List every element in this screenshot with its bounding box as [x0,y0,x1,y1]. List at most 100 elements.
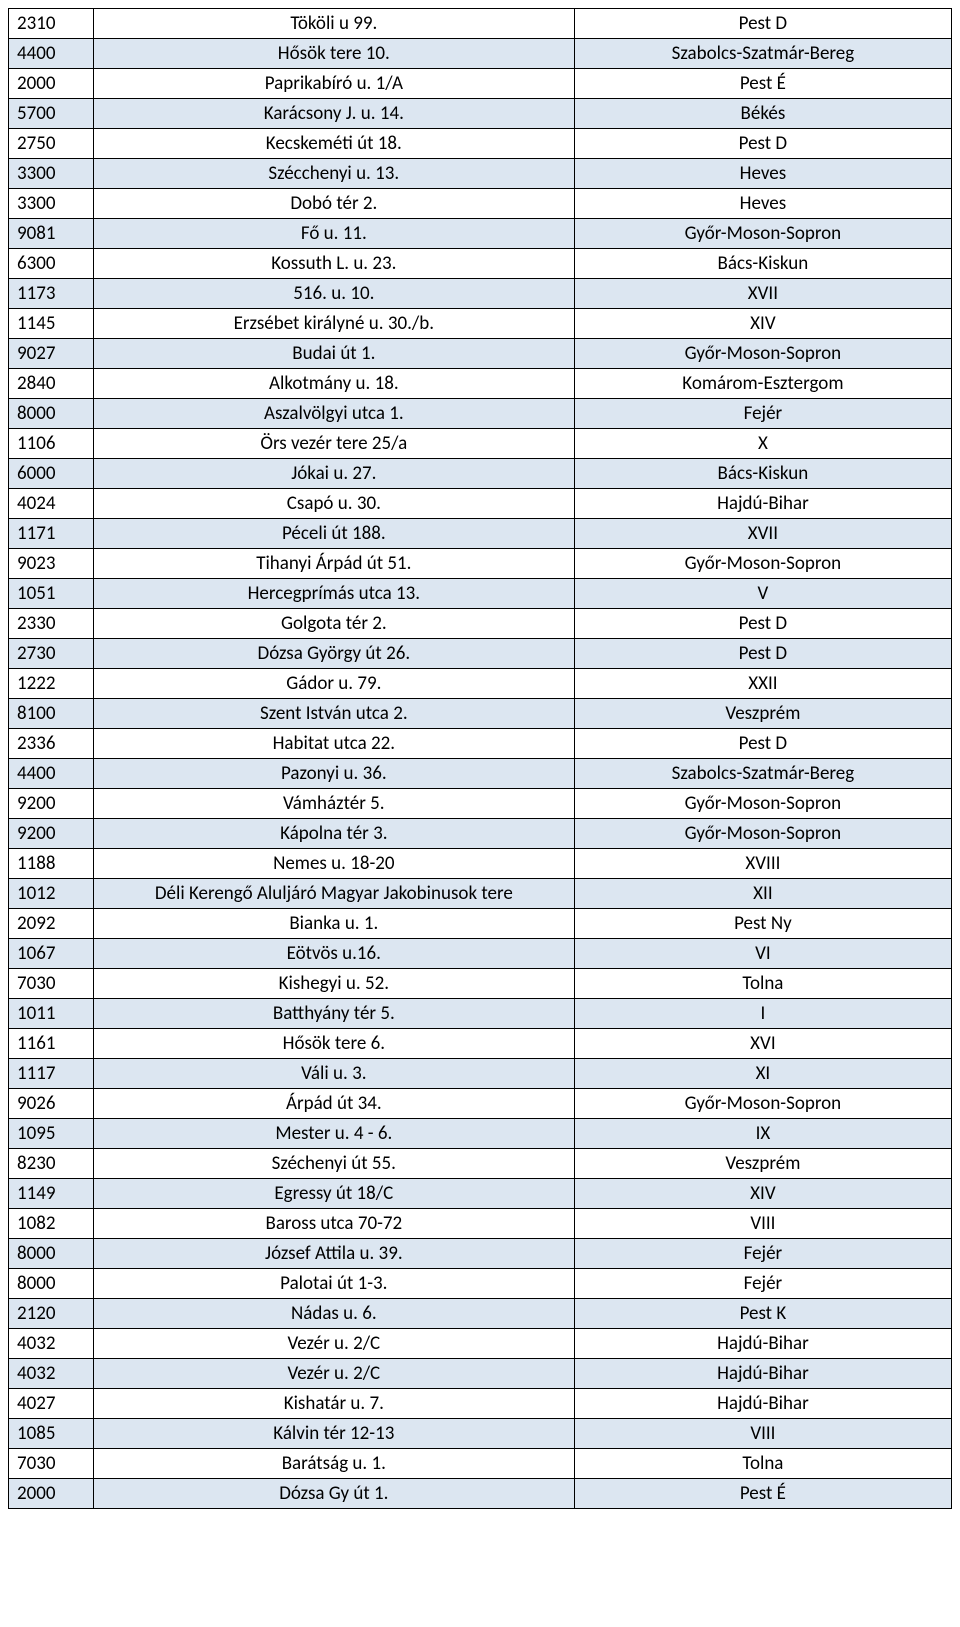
cell-address: Szécchenyi u. 13. [93,159,574,189]
cell-address: Tököli u 99. [93,9,574,39]
table-row: 1145Erzsébet királyné u. 30./b.XIV [9,309,952,339]
cell-address: Nemes u. 18-20 [93,849,574,879]
table-row: 3300Dobó tér 2.Heves [9,189,952,219]
cell-region: Pest É [574,1479,951,1509]
table-row: 3300Szécchenyi u. 13.Heves [9,159,952,189]
cell-region: Heves [574,159,951,189]
table-row: 1222Gádor u. 79.XXII [9,669,952,699]
cell-address: Eötvös u.16. [93,939,574,969]
cell-region: Győr-Moson-Sopron [574,1089,951,1119]
cell-code: 3300 [9,159,94,189]
cell-code: 1082 [9,1209,94,1239]
cell-code: 9200 [9,789,94,819]
cell-code: 2000 [9,1479,94,1509]
cell-address: Vezér u. 2/C [93,1329,574,1359]
table-row: 8000József Attila u. 39.Fejér [9,1239,952,1269]
cell-code: 1011 [9,999,94,1029]
table-row: 9027Budai út 1.Győr-Moson-Sopron [9,339,952,369]
cell-code: 8000 [9,1239,94,1269]
cell-address: Kishatár u. 7. [93,1389,574,1419]
cell-code: 2730 [9,639,94,669]
cell-code: 6000 [9,459,94,489]
cell-address: Hercegprímás utca 13. [93,579,574,609]
table-row: 7030Kishegyi u. 52.Tolna [9,969,952,999]
cell-code: 7030 [9,969,94,999]
table-row: 8000Palotai út 1-3.Fejér [9,1269,952,1299]
cell-code: 2750 [9,129,94,159]
table-row: 1117Váli u. 3.XI [9,1059,952,1089]
cell-region: Békés [574,99,951,129]
cell-address: Hősök tere 6. [93,1029,574,1059]
cell-address: Jókai u. 27. [93,459,574,489]
cell-address: Nádas u. 6. [93,1299,574,1329]
cell-code: 1161 [9,1029,94,1059]
cell-code: 1117 [9,1059,94,1089]
cell-code: 1173 [9,279,94,309]
cell-address: Kálvin tér 12-13 [93,1419,574,1449]
cell-address: Mester u. 4 - 6. [93,1119,574,1149]
cell-region: Fejér [574,1239,951,1269]
cell-region: XI [574,1059,951,1089]
cell-address: Vezér u. 2/C [93,1359,574,1389]
cell-region: XXII [574,669,951,699]
cell-code: 9023 [9,549,94,579]
table-row: 2730Dózsa György út 26.Pest D [9,639,952,669]
cell-code: 2000 [9,69,94,99]
cell-address: Kápolna tér 3. [93,819,574,849]
cell-code: 3300 [9,189,94,219]
cell-region: X [574,429,951,459]
cell-region: Heves [574,189,951,219]
address-table: 2310Tököli u 99.Pest D4400Hősök tere 10.… [8,8,952,1509]
table-row: 9023Tihanyi Árpád út 51.Győr-Moson-Sopro… [9,549,952,579]
cell-region: Győr-Moson-Sopron [574,219,951,249]
table-row: 5700Karácsony J. u. 14.Békés [9,99,952,129]
cell-code: 2120 [9,1299,94,1329]
cell-region: Hajdú-Bihar [574,1389,951,1419]
table-row: 9200Kápolna tér 3.Győr-Moson-Sopron [9,819,952,849]
cell-address: Dózsa Gy út 1. [93,1479,574,1509]
cell-code: 9027 [9,339,94,369]
cell-address: Pazonyi u. 36. [93,759,574,789]
table-row: 4032Vezér u. 2/CHajdú-Bihar [9,1359,952,1389]
cell-address: Gádor u. 79. [93,669,574,699]
cell-address: Karácsony J. u. 14. [93,99,574,129]
cell-region: VIII [574,1209,951,1239]
cell-code: 9200 [9,819,94,849]
cell-address: Örs vezér tere 25/a [93,429,574,459]
cell-region: Hajdú-Bihar [574,489,951,519]
table-row: 1188Nemes u. 18-20XVIII [9,849,952,879]
cell-code: 1171 [9,519,94,549]
cell-address: Dobó tér 2. [93,189,574,219]
table-row: 6300Kossuth L. u. 23.Bács-Kiskun [9,249,952,279]
table-row: 2330Golgota tér 2.Pest D [9,609,952,639]
cell-region: IX [574,1119,951,1149]
table-row: 4400Hősök tere 10.Szabolcs-Szatmár-Bereg [9,39,952,69]
cell-code: 4024 [9,489,94,519]
table-row: 1106Örs vezér tere 25/aX [9,429,952,459]
cell-region: XVIII [574,849,951,879]
cell-code: 2310 [9,9,94,39]
cell-address: Vámháztér 5. [93,789,574,819]
cell-address: Árpád út 34. [93,1089,574,1119]
table-row: 1012Déli Kerengő Aluljáró Magyar Jakobin… [9,879,952,909]
table-row: 1095Mester u. 4 - 6.IX [9,1119,952,1149]
table-row: 1051Hercegprímás utca 13.V [9,579,952,609]
cell-code: 1188 [9,849,94,879]
cell-address: Széchenyi út 55. [93,1149,574,1179]
table-row: 2840Alkotmány u. 18.Komárom-Esztergom [9,369,952,399]
cell-address: Palotai út 1-3. [93,1269,574,1299]
cell-code: 1012 [9,879,94,909]
cell-code: 2330 [9,609,94,639]
cell-code: 1067 [9,939,94,969]
cell-address: Egressy út 18/C [93,1179,574,1209]
cell-code: 6300 [9,249,94,279]
cell-code: 8100 [9,699,94,729]
cell-address: Dózsa György út 26. [93,639,574,669]
cell-region: XII [574,879,951,909]
cell-address: József Attila u. 39. [93,1239,574,1269]
cell-address: Csapó u. 30. [93,489,574,519]
cell-address: Hősök tere 10. [93,39,574,69]
table-row: 6000Jókai u. 27.Bács-Kiskun [9,459,952,489]
cell-code: 4027 [9,1389,94,1419]
table-body: 2310Tököli u 99.Pest D4400Hősök tere 10.… [9,9,952,1509]
